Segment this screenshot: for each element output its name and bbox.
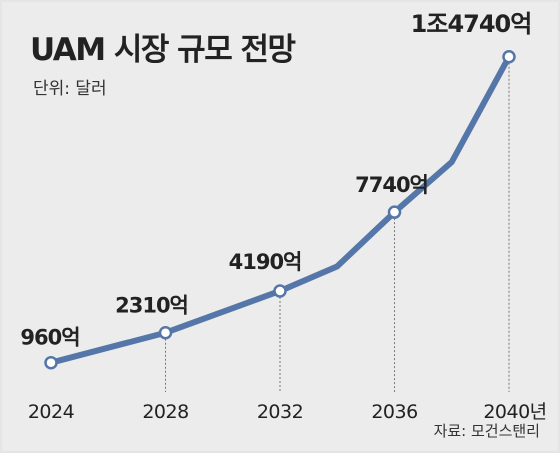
x-tick-label: 2024 — [28, 401, 75, 423]
data-label: 4190억 — [229, 250, 302, 274]
source-label: 자료: 모건스탠리 — [433, 422, 540, 440]
unit-label: 단위: 달러 — [33, 79, 107, 99]
data-label: 1조4740억 — [411, 10, 532, 38]
data-label: 2310억 — [115, 294, 188, 318]
data-label: 7740억 — [355, 173, 428, 197]
x-tick-label: 2036 — [371, 401, 417, 423]
x-tick-label: 2032 — [257, 401, 303, 423]
data-point — [387, 205, 402, 219]
x-tick-label: 2028 — [142, 401, 188, 423]
data-point — [502, 50, 516, 64]
x-tick-label: 2040년 — [483, 401, 546, 423]
data-point — [158, 325, 173, 340]
data-point — [273, 284, 287, 298]
chart-title: UAM 시장 규모 전망 — [30, 32, 296, 68]
data-point — [44, 355, 58, 370]
data-label: 960억 — [20, 326, 79, 350]
